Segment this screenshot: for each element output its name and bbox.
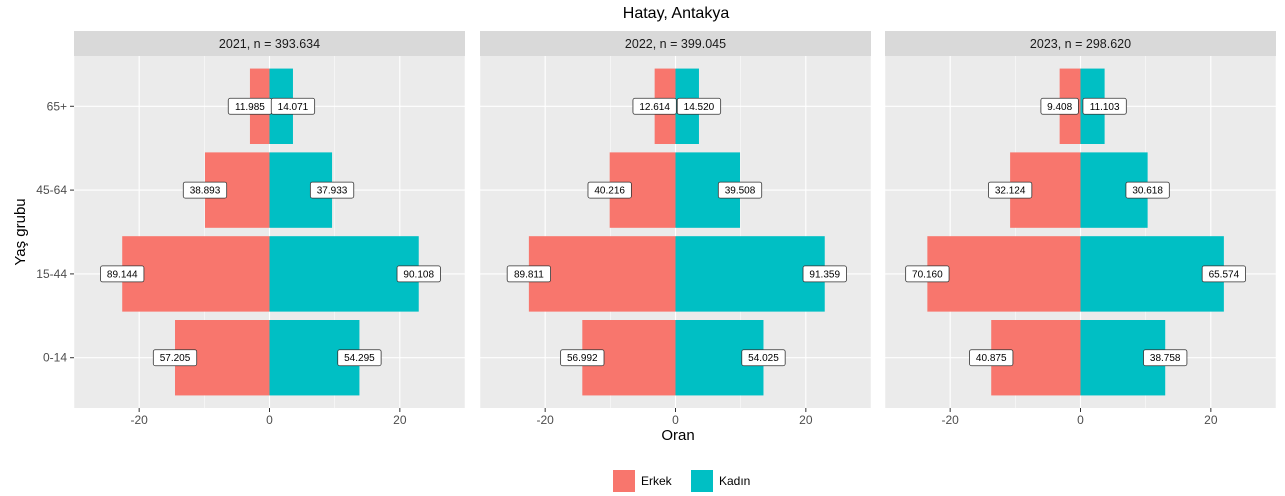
data-label-kadın-15-44: 91.359 [809,269,840,280]
data-label-box [587,181,632,199]
legend-key-kadın [691,470,713,492]
y-tick-label-15-44: 15-44 [36,267,67,281]
data-label-erkek-15-44: 89.811 [514,269,544,280]
legend-key-erkek [613,470,635,492]
data-label-box [632,97,677,115]
data-label-box [1201,265,1246,283]
data-label-kadın-45-64: 30.618 [1132,186,1163,197]
data-label-erkek-45-64: 32.124 [995,186,1026,197]
x-tick-label: 0 [266,413,273,427]
data-label-box [506,265,551,283]
y-tick-label-65+: 65+ [47,99,67,113]
x-tick-label: -20 [941,413,959,427]
data-label-box [988,181,1033,199]
x-tick-label: -20 [536,413,554,427]
bar-erkek-15-44 [528,236,676,312]
x-tick-label: 0 [1077,413,1084,427]
data-label-erkek-65+: 9.408 [1047,102,1072,113]
data-label-box [717,181,763,199]
facet-strip [480,31,871,56]
data-label-erkek-65+: 12.614 [639,102,670,113]
data-label-kadın-15-44: 65.574 [1209,269,1240,280]
data-label-kadın-45-64: 39.508 [725,186,756,197]
x-tick-label: -20 [130,413,148,427]
data-label-erkek-45-64: 40.216 [594,186,625,197]
facet-strip [885,31,1276,56]
data-label-erkek-45-64: 38.893 [190,186,221,197]
y-axis: 0-14 15-44 45-64 65+ [36,99,74,365]
data-label-box [1082,97,1127,115]
data-label-box [1125,181,1170,199]
facet-panel-3: 2023, n = 298.620 40.875 70.160 32.124 9.408… [884,31,1277,427]
bar-kadın-15-44 [675,236,825,312]
data-label-kadın-15-44: 90.108 [403,269,434,280]
data-label-erkek-65+: 11.985 [235,102,265,113]
data-label-box [1040,97,1079,115]
legend-label-erkek: Erkek [641,474,673,488]
data-label-box [741,349,786,367]
data-label-box [969,349,1014,367]
data-label-kadın-0-14: 54.295 [344,353,375,364]
data-label-box [905,265,950,283]
y-axis-title: Yaş grubu [12,198,29,265]
legend-label-kadın: Kadın [719,474,750,488]
data-label-kadın-65+: 14.071 [278,102,309,113]
facet-panel-1: 2021, n = 393.634 57.205 89.144 38.893 11.98… [73,31,466,427]
bar-kadın-15-44 [1080,236,1224,312]
data-label-box [309,181,355,199]
data-label-erkek-0-14: 40.875 [976,353,1007,364]
facet-panel-2: 2022, n = 399.045 56.992 89.811 40.216 12.61… [479,31,872,427]
panels: 2021, n = 393.634 57.205 89.144 38.893 11.98… [73,31,1277,427]
data-label-erkek-0-14: 56.992 [567,353,598,364]
data-label-kadın-65+: 11.103 [1090,102,1120,113]
data-label-kadın-45-64: 37.933 [317,186,348,197]
data-label-box [152,349,198,367]
data-label-erkek-15-44: 89.144 [107,269,138,280]
x-tick-label: 20 [1204,413,1218,427]
data-label-box [100,265,145,283]
data-label-box [182,181,228,199]
data-label-box [802,265,847,283]
facet-strip-label: 2021, n = 393.634 [219,37,320,51]
bar-erkek-15-44 [122,236,270,312]
data-label-kadın-0-14: 54.025 [748,353,779,364]
legend: Erkek Kadın [613,470,750,492]
data-label-kadın-0-14: 38.758 [1150,353,1181,364]
facet-strip [74,31,465,56]
bar-erkek-15-44 [927,236,1081,312]
x-tick-label: 20 [799,413,813,427]
data-label-erkek-0-14: 57.205 [160,353,191,364]
data-label-box [337,349,382,367]
data-label-box [1143,349,1188,367]
data-label-box [560,349,605,367]
facet-strip-label: 2022, n = 399.045 [625,37,726,51]
y-tick-label-0-14: 0-14 [43,351,67,365]
x-tick-label: 0 [672,413,679,427]
data-label-box [270,97,316,115]
facet-strip-label: 2023, n = 298.620 [1030,37,1131,51]
bar-kadın-15-44 [269,236,419,312]
x-axis-title: Oran [661,427,694,444]
y-tick-label-45-64: 45-64 [36,183,67,197]
data-label-box [676,97,722,115]
data-label-box [396,265,441,283]
chart-title: Hatay, Antakya [623,5,730,22]
data-label-erkek-15-44: 70.160 [912,269,943,280]
data-label-kadın-65+: 14.520 [684,102,715,113]
x-tick-label: 20 [393,413,407,427]
